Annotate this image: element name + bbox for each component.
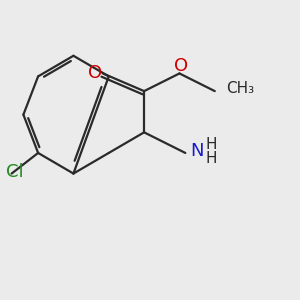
Text: O: O [174, 57, 188, 75]
Text: H: H [206, 137, 217, 152]
Text: N: N [190, 142, 203, 160]
Text: O: O [88, 64, 103, 82]
Text: Cl: Cl [6, 163, 23, 181]
Text: H: H [206, 151, 217, 166]
Text: CH₃: CH₃ [226, 81, 255, 96]
